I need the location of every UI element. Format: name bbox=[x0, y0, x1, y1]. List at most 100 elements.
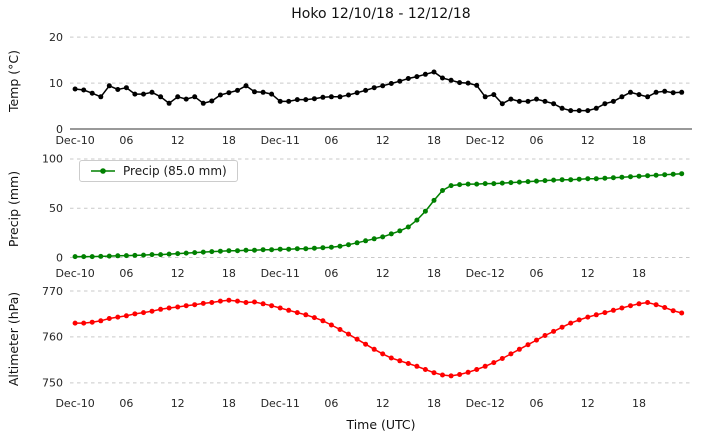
precipitation-marker bbox=[534, 178, 539, 184]
y-tick-label: 100 bbox=[42, 153, 63, 166]
precipitation-marker bbox=[141, 252, 146, 258]
precipitation-marker bbox=[209, 249, 215, 255]
altimeter-marker bbox=[123, 313, 129, 319]
altimeter-marker bbox=[346, 331, 351, 337]
temperature-marker bbox=[576, 108, 582, 114]
precipitation-marker bbox=[422, 208, 428, 214]
precipitation-marker bbox=[243, 247, 249, 253]
altimeter-marker bbox=[217, 298, 223, 304]
x-tick-label: Dec-10 bbox=[55, 267, 94, 280]
precipitation-marker bbox=[559, 177, 565, 183]
altimeter-marker bbox=[397, 358, 403, 364]
temperature-marker bbox=[551, 101, 557, 107]
temperature-marker bbox=[482, 94, 488, 100]
precipitation-marker bbox=[183, 250, 189, 256]
altimeter-marker bbox=[645, 300, 651, 305]
precipitation-marker bbox=[311, 245, 317, 251]
precipitation-marker bbox=[166, 251, 172, 257]
y-tick-label: 760 bbox=[42, 331, 63, 344]
precipitation-marker bbox=[115, 253, 121, 259]
x-axis-title: Time (UTC) bbox=[346, 417, 416, 432]
temperature-marker bbox=[568, 108, 574, 114]
altimeter-marker bbox=[568, 320, 574, 326]
temperature-marker bbox=[311, 96, 317, 102]
precipitation-marker bbox=[499, 180, 505, 186]
temperature-marker bbox=[209, 98, 215, 104]
altimeter-marker bbox=[534, 337, 539, 343]
altimeter-marker bbox=[320, 318, 326, 324]
x-tick-label: Dec-10 bbox=[55, 397, 94, 410]
temperature-marker bbox=[286, 98, 292, 104]
precipitation-marker bbox=[320, 245, 326, 251]
x-tick-label: 18 bbox=[222, 267, 236, 280]
temperature-marker bbox=[585, 108, 591, 114]
x-tick-label: 12 bbox=[376, 134, 390, 147]
temperature-marker bbox=[217, 92, 223, 98]
x-tick-label: 06 bbox=[530, 267, 544, 280]
precipitation-marker bbox=[277, 246, 283, 252]
temperature-marker bbox=[277, 98, 283, 104]
y-tick-label: 50 bbox=[49, 202, 63, 215]
precipitation-marker bbox=[508, 180, 514, 186]
temperature-marker bbox=[328, 94, 334, 100]
precipitation-marker bbox=[303, 246, 309, 252]
altimeter-marker bbox=[371, 346, 377, 352]
x-tick-label: 06 bbox=[324, 397, 338, 410]
temperature-marker bbox=[158, 94, 164, 100]
precipitation-marker bbox=[405, 224, 411, 230]
temperature-marker bbox=[303, 97, 309, 103]
precipitation-marker bbox=[371, 236, 377, 242]
temperature-marker bbox=[89, 90, 95, 96]
precipitation-marker bbox=[636, 173, 642, 179]
temperature-marker bbox=[508, 96, 514, 102]
altimeter-marker bbox=[431, 370, 437, 376]
altimeter-marker bbox=[132, 311, 138, 317]
precipitation-marker bbox=[98, 253, 104, 259]
temperature-marker bbox=[645, 94, 651, 100]
temperature-marker bbox=[440, 75, 445, 81]
temperature-marker bbox=[542, 98, 548, 104]
precipitation-marker bbox=[474, 181, 480, 187]
precipitation-marker bbox=[132, 252, 138, 258]
y-tick-label: 0 bbox=[56, 251, 63, 264]
altimeter-marker bbox=[610, 307, 616, 313]
temperature-marker bbox=[397, 78, 403, 84]
precipitation-marker bbox=[645, 173, 651, 179]
x-tick-label: Dec-11 bbox=[261, 397, 300, 410]
ylabel-temperature: Temp (°C) bbox=[6, 49, 21, 113]
precipitation-marker bbox=[123, 253, 129, 259]
y-tick-label: 770 bbox=[42, 285, 63, 298]
altimeter-marker bbox=[653, 302, 659, 308]
temperature-marker bbox=[679, 89, 685, 95]
temperature-marker bbox=[662, 88, 668, 94]
precipitation-marker bbox=[328, 244, 334, 250]
altimeter-marker bbox=[277, 305, 283, 311]
altimeter-marker bbox=[585, 314, 591, 320]
precipitation-marker bbox=[568, 177, 574, 183]
temperature-marker bbox=[405, 76, 411, 81]
altimeter-marker bbox=[551, 328, 557, 334]
temperature-marker bbox=[183, 96, 189, 102]
altimeter-marker bbox=[679, 310, 685, 316]
precipitation-marker bbox=[482, 181, 488, 187]
altimeter-marker bbox=[183, 303, 189, 309]
temperature-marker bbox=[534, 96, 539, 102]
precipitation-marker bbox=[440, 188, 445, 193]
x-tick-label: 12 bbox=[581, 267, 595, 280]
precipitation-line bbox=[75, 172, 682, 258]
altimeter-marker bbox=[499, 356, 505, 361]
temperature-marker bbox=[636, 92, 642, 98]
precipitation-marker bbox=[679, 171, 685, 177]
temperature-marker bbox=[226, 90, 232, 96]
temperature-marker bbox=[628, 89, 633, 95]
temperature-marker bbox=[610, 98, 616, 104]
x-tick-label: Dec-12 bbox=[466, 267, 505, 280]
temperature-marker bbox=[602, 101, 608, 107]
precipitation-marker bbox=[175, 251, 181, 257]
temperature-marker bbox=[491, 92, 497, 98]
y-tick-label: 0 bbox=[56, 123, 63, 136]
x-tick-label: 06 bbox=[119, 134, 133, 147]
altimeter-marker bbox=[619, 305, 625, 311]
altimeter-marker bbox=[380, 351, 386, 357]
